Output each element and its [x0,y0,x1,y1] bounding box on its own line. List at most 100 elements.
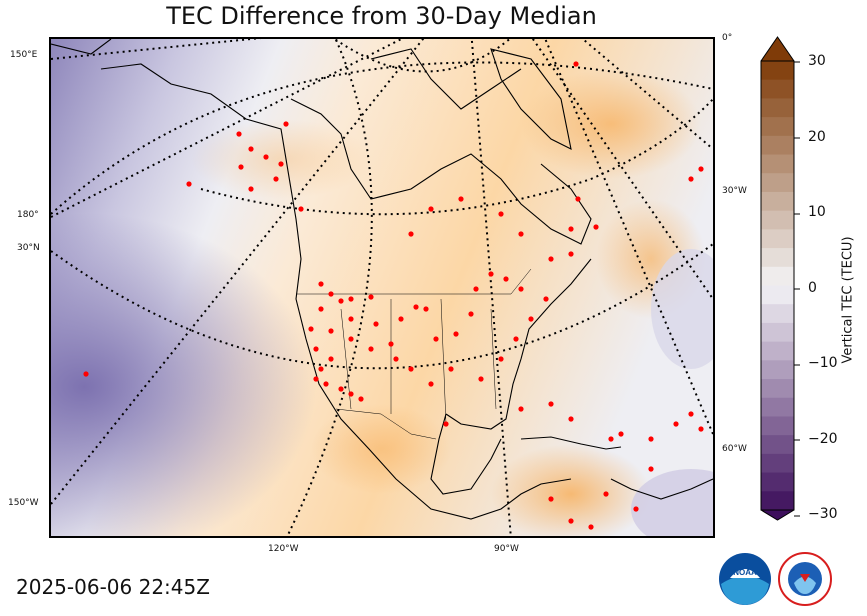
colorbar-band [761,360,794,380]
station-marker [588,524,594,530]
station-marker [433,336,439,342]
station-marker [518,286,524,292]
coastline-cuba [520,436,622,450]
lon-label-180: 180° [17,210,39,220]
colorbar-tick-label: −20 [808,431,838,447]
colorbar-band [761,117,794,137]
tec-map-canvas [51,39,713,536]
positive-anomaly-atlantic [521,69,701,179]
colorbar-band [761,435,794,455]
station-marker [543,296,549,302]
station-marker [688,411,694,417]
station-marker [603,491,609,497]
nws-logo [778,552,832,606]
lon-label-90w: 90°W [494,544,519,554]
station-marker [498,211,504,217]
station-marker [478,376,484,382]
coastline-pacific-north-america [100,63,572,520]
station-marker [358,396,364,402]
colorbar-band [761,154,794,174]
station-marker [236,131,242,137]
station-marker [458,196,464,202]
colorbar-top-extension-fill [761,37,794,61]
longitude-line-60w [531,39,713,300]
coastline-siberia [51,39,112,55]
timestamp: 2025-06-06 22:45Z [16,575,210,599]
boundary-us-mexico [335,408,437,440]
lon-label-60w: 60°W [722,444,747,454]
colorbar-bottom-extension-fill [761,510,794,520]
station-marker [448,366,454,372]
station-marker [568,518,574,524]
station-marker [698,166,704,172]
colorbar-tick-label: 30 [808,53,826,69]
colorbar-band [761,491,794,511]
station-marker [388,341,394,347]
station-marker [468,311,474,317]
station-marker [348,316,354,322]
colorbar-band [761,397,794,417]
colorbar-band [761,472,794,492]
station-marker [573,61,579,67]
colorbar-tick-label: 0 [808,280,817,296]
colorbar-label: Vertical TEC (TECU) [840,236,856,364]
negative-anomaly-south-atlantic [631,469,713,536]
lat-label-30n: 30°N [17,243,40,253]
station-marker [648,466,654,472]
station-marker [428,206,434,212]
station-marker [298,206,304,212]
station-marker [453,331,459,337]
latitude-line-60n [51,61,713,215]
station-marker [428,381,434,387]
station-marker [248,186,254,192]
logos: NOAA [718,548,834,610]
station-marker [413,304,419,310]
station-marker [323,381,329,387]
colorbar [760,35,806,529]
station-marker [673,421,679,427]
lon-label-0: 0° [722,33,733,43]
station-marker [498,356,504,362]
station-marker [318,281,324,287]
station-marker [408,366,414,372]
station-marker [575,196,581,202]
lon-label-150e: 150°E [10,50,38,60]
station-marker [238,164,244,170]
positive-anomaly-alaska [191,119,371,199]
colorbar-band [761,248,794,268]
state-boundaries [340,298,497,425]
colorbar-band [761,210,794,230]
station-marker [313,376,319,382]
coastline-us-east [445,258,592,430]
station-marker [488,271,494,277]
station-marker [503,276,509,282]
coastlines [51,39,713,520]
coastline-canada-arctic [290,98,592,245]
station-marker [528,316,534,322]
coastline-arctic-islands [370,48,522,110]
station-marker [368,294,374,300]
station-marker [83,371,89,377]
station-marker [423,306,429,312]
colorbar-band [761,61,794,81]
station-marker [248,146,254,152]
coastline-gulf-mexico [430,413,502,495]
colorbar-frame [760,60,795,511]
longitude-line-90w [470,39,512,536]
station-marker [263,154,269,160]
colorbar-band [761,453,794,474]
station-marker [698,426,704,432]
colorbar-tick-label: −10 [808,355,838,371]
station-marker [348,391,354,397]
station-marker [473,286,479,292]
station-marker [568,251,574,257]
colorbar-band [761,341,794,361]
station-marker [338,298,344,304]
station-marker [283,121,289,127]
coastline-greenland [490,48,572,150]
coastline-south-america [610,478,713,500]
station-marker [633,506,639,512]
station-markers [83,61,704,530]
station-marker [273,176,279,182]
colorbar-band [761,173,794,193]
